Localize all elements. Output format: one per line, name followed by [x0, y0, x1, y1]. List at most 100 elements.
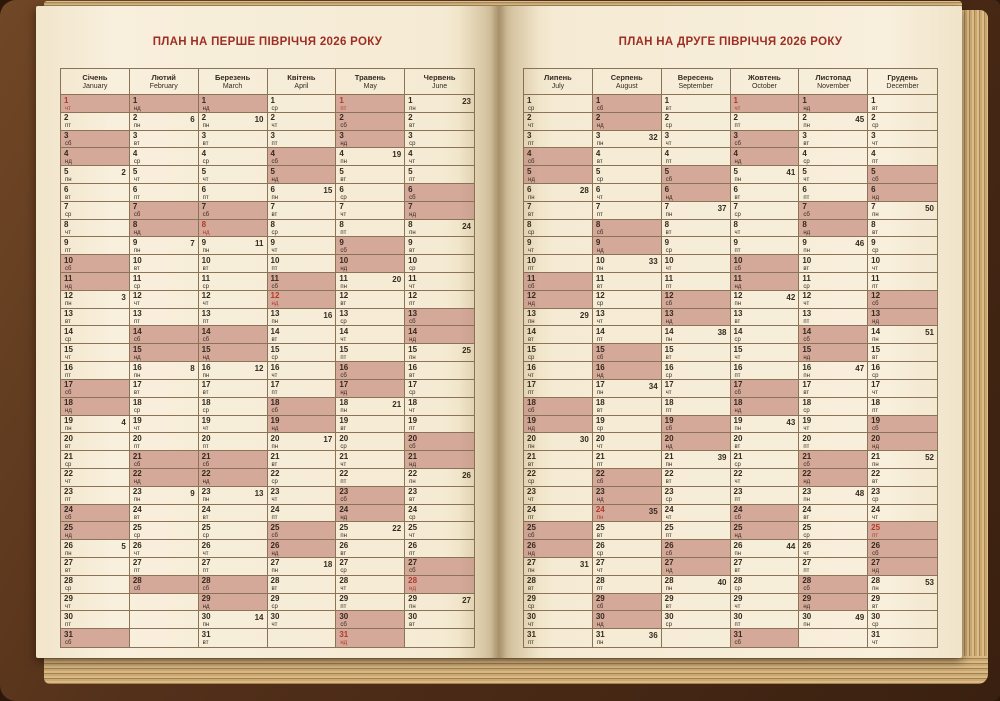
day-cell: 16 пт: [61, 362, 130, 380]
day-number: 28: [339, 576, 349, 586]
day-cell: 13 вт: [61, 308, 130, 327]
week-number: 15: [323, 186, 333, 196]
weekday-abbr: ср: [872, 372, 879, 379]
weekday-abbr: чт: [202, 301, 209, 308]
weekday-abbr: чт: [65, 105, 71, 112]
day-cell: 2 чт: [267, 112, 337, 131]
day-cell: 5 пн 2: [61, 166, 130, 185]
day-number: 4: [527, 148, 532, 158]
day-cell: 11 ср: [198, 273, 268, 291]
day-number: 3: [527, 131, 532, 141]
day-cell: 9 ср: [661, 237, 731, 256]
day-cell: 25 пт: [868, 522, 937, 541]
day-number: 3: [871, 131, 876, 141]
day-cell: 28 вт: [524, 575, 593, 594]
weekday-abbr: чт: [596, 443, 603, 450]
weekday-abbr: ср: [65, 212, 72, 219]
day-number: 7: [201, 202, 207, 212]
day-number: 17: [201, 380, 211, 390]
day-cell: 5 пт: [405, 166, 474, 185]
day-cell: 10 вт: [799, 255, 869, 274]
weekday-abbr: вт: [340, 301, 347, 308]
day-cell: 9 пн 11: [198, 237, 268, 256]
day-cell: 4 ср: [198, 148, 268, 167]
day-cell: 3 сб: [730, 130, 800, 149]
day-number: 19: [871, 416, 881, 426]
day-cell: 19 вт: [336, 415, 406, 434]
day-cell: 22 ср: [524, 468, 593, 487]
week-number: 45: [855, 114, 865, 124]
month-name-en: November: [817, 82, 850, 90]
day-number: 28: [270, 576, 280, 586]
day-number: 30: [270, 611, 280, 621]
weekday-abbr: вт: [202, 390, 209, 397]
weekday-abbr: вт: [340, 550, 347, 557]
day-number: 1: [201, 95, 207, 105]
day-cell: 29 ср: [267, 593, 337, 612]
page-stack-right-edge: [962, 10, 988, 674]
day-cell: 5 сб: [661, 166, 731, 185]
week-number: 8: [190, 364, 195, 374]
day-cell: 7 нд: [405, 201, 474, 220]
weekday-abbr: ср: [872, 497, 879, 504]
day-number: 16: [527, 362, 536, 372]
day-number: 29: [664, 594, 674, 604]
day-number: 22: [408, 469, 418, 479]
weekday-abbr: чт: [409, 532, 416, 539]
weekday-abbr: пт: [340, 479, 347, 486]
day-cell: 8 ср: [524, 219, 593, 238]
day-number: 12: [64, 291, 73, 301]
weekday-abbr: вт: [271, 461, 278, 468]
day-number: 7: [132, 202, 138, 212]
day-cell: 10 ср: [405, 255, 474, 274]
day-number: 29: [64, 594, 73, 604]
weekday-abbr: чт: [340, 212, 347, 219]
day-cell: 20 вт: [61, 433, 130, 452]
day-cell: 22 нд: [129, 468, 199, 487]
day-cell: 6 нд: [868, 184, 937, 202]
weekday-abbr: нд: [340, 515, 348, 522]
day-cell: 7 сб: [799, 201, 869, 220]
weekday-abbr: сб: [665, 176, 673, 183]
day-cell: 13 ср: [336, 308, 406, 327]
day-cell: 16 чт: [267, 362, 337, 380]
weekday-abbr: вт: [734, 568, 741, 575]
day-cell: 21 вт: [524, 451, 593, 469]
weekday-abbr: ср: [202, 283, 209, 290]
day-cell: 24 ср: [405, 505, 474, 523]
day-cell: 10 сб: [730, 255, 800, 274]
day-number: 6: [527, 184, 532, 194]
day-cell: 3 чт: [868, 131, 937, 149]
weekday-abbr: вт: [872, 105, 878, 112]
day-number: 13: [408, 309, 418, 319]
day-number: 24: [595, 505, 605, 515]
day-cell: 18 сб: [267, 397, 337, 416]
day-cell: 18 ср: [799, 397, 869, 416]
day-cell: 26 ср: [592, 540, 662, 558]
weekday-abbr: вт: [665, 479, 672, 486]
day-number: 25: [802, 522, 812, 532]
day-number: 9: [132, 237, 138, 247]
week-number: 40: [717, 577, 727, 587]
weekday-abbr: сб: [65, 265, 72, 272]
day-number: 25: [408, 522, 418, 532]
day-cell: 19 ср: [592, 415, 662, 434]
day-number: 5: [802, 166, 807, 176]
day-cell: 2 ср: [661, 112, 731, 131]
weekday-abbr: нд: [803, 604, 811, 611]
right-page: ПЛАН НА ДРУГЕ ПІВРІЧЧЯ 2026 РОКУ Липень J…: [499, 6, 962, 658]
day-number: 13: [132, 309, 142, 319]
day-cell: 24 чт: [661, 504, 731, 523]
weekday-abbr: пн: [734, 176, 742, 183]
weekday-abbr: пн: [133, 247, 141, 254]
weekday-abbr: чт: [271, 621, 278, 628]
weekday-abbr: сб: [409, 319, 416, 326]
day-number: 29: [270, 594, 280, 604]
day-cell: 22 пн 26: [405, 469, 474, 487]
day-number: 16: [802, 362, 812, 372]
weekday-abbr: чт: [803, 176, 810, 183]
weekday-abbr: нд: [65, 408, 72, 415]
day-cell: 6 ср: [336, 184, 406, 202]
week-number: 50: [925, 203, 934, 213]
day-number: 27: [733, 558, 743, 568]
